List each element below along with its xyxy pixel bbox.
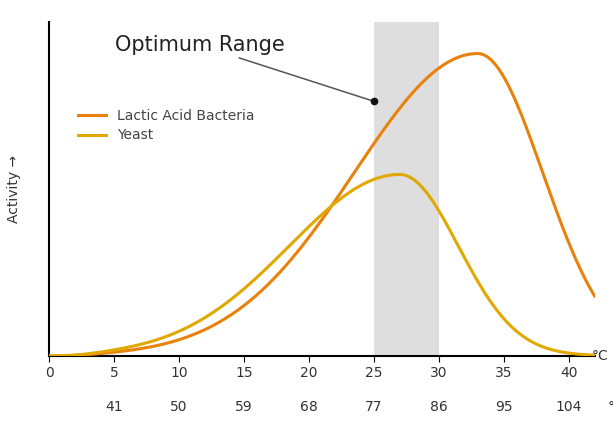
Lactic Acid Bacteria [73, 353, 80, 358]
Yeast [475, 281, 482, 286]
Bar [374, 22, 439, 356]
Line: Lactic Acid Bacteria: Lactic Acid Bacteria [49, 53, 595, 356]
Lactic Acid Bacteria [45, 353, 53, 358]
Yeast [575, 352, 582, 357]
Text: Activity →: Activity → [7, 155, 21, 223]
Lactic Acid Bacteria [475, 51, 482, 56]
Lactic Acid Bacteria [311, 227, 318, 233]
Legend: Lactic Acid Bacteria, Yeast: Lactic Acid Bacteria, Yeast [78, 109, 254, 142]
Line: Yeast: Yeast [49, 174, 595, 356]
Yeast [45, 353, 53, 358]
Text: 59: 59 [235, 400, 253, 414]
Yeast [311, 219, 318, 224]
Text: 68: 68 [300, 400, 318, 414]
Text: °C: °C [592, 349, 609, 363]
Text: 41: 41 [105, 400, 123, 414]
Yeast [591, 352, 598, 358]
Text: 86: 86 [430, 400, 447, 414]
Text: 50: 50 [170, 400, 188, 414]
Lactic Acid Bacteria [576, 264, 583, 269]
Lactic Acid Bacteria [591, 293, 598, 299]
Lactic Acid Bacteria [575, 263, 582, 268]
Yeast [296, 233, 303, 238]
Text: 77: 77 [365, 400, 383, 414]
Yeast [396, 172, 403, 177]
Text: °F: °F [607, 400, 613, 414]
Text: 95: 95 [495, 400, 512, 414]
Lactic Acid Bacteria [296, 246, 303, 251]
Text: Optimum Range: Optimum Range [115, 35, 374, 101]
Yeast [73, 352, 80, 358]
Yeast [576, 352, 583, 357]
Text: 104: 104 [555, 400, 582, 414]
Lactic Acid Bacteria [474, 51, 481, 56]
